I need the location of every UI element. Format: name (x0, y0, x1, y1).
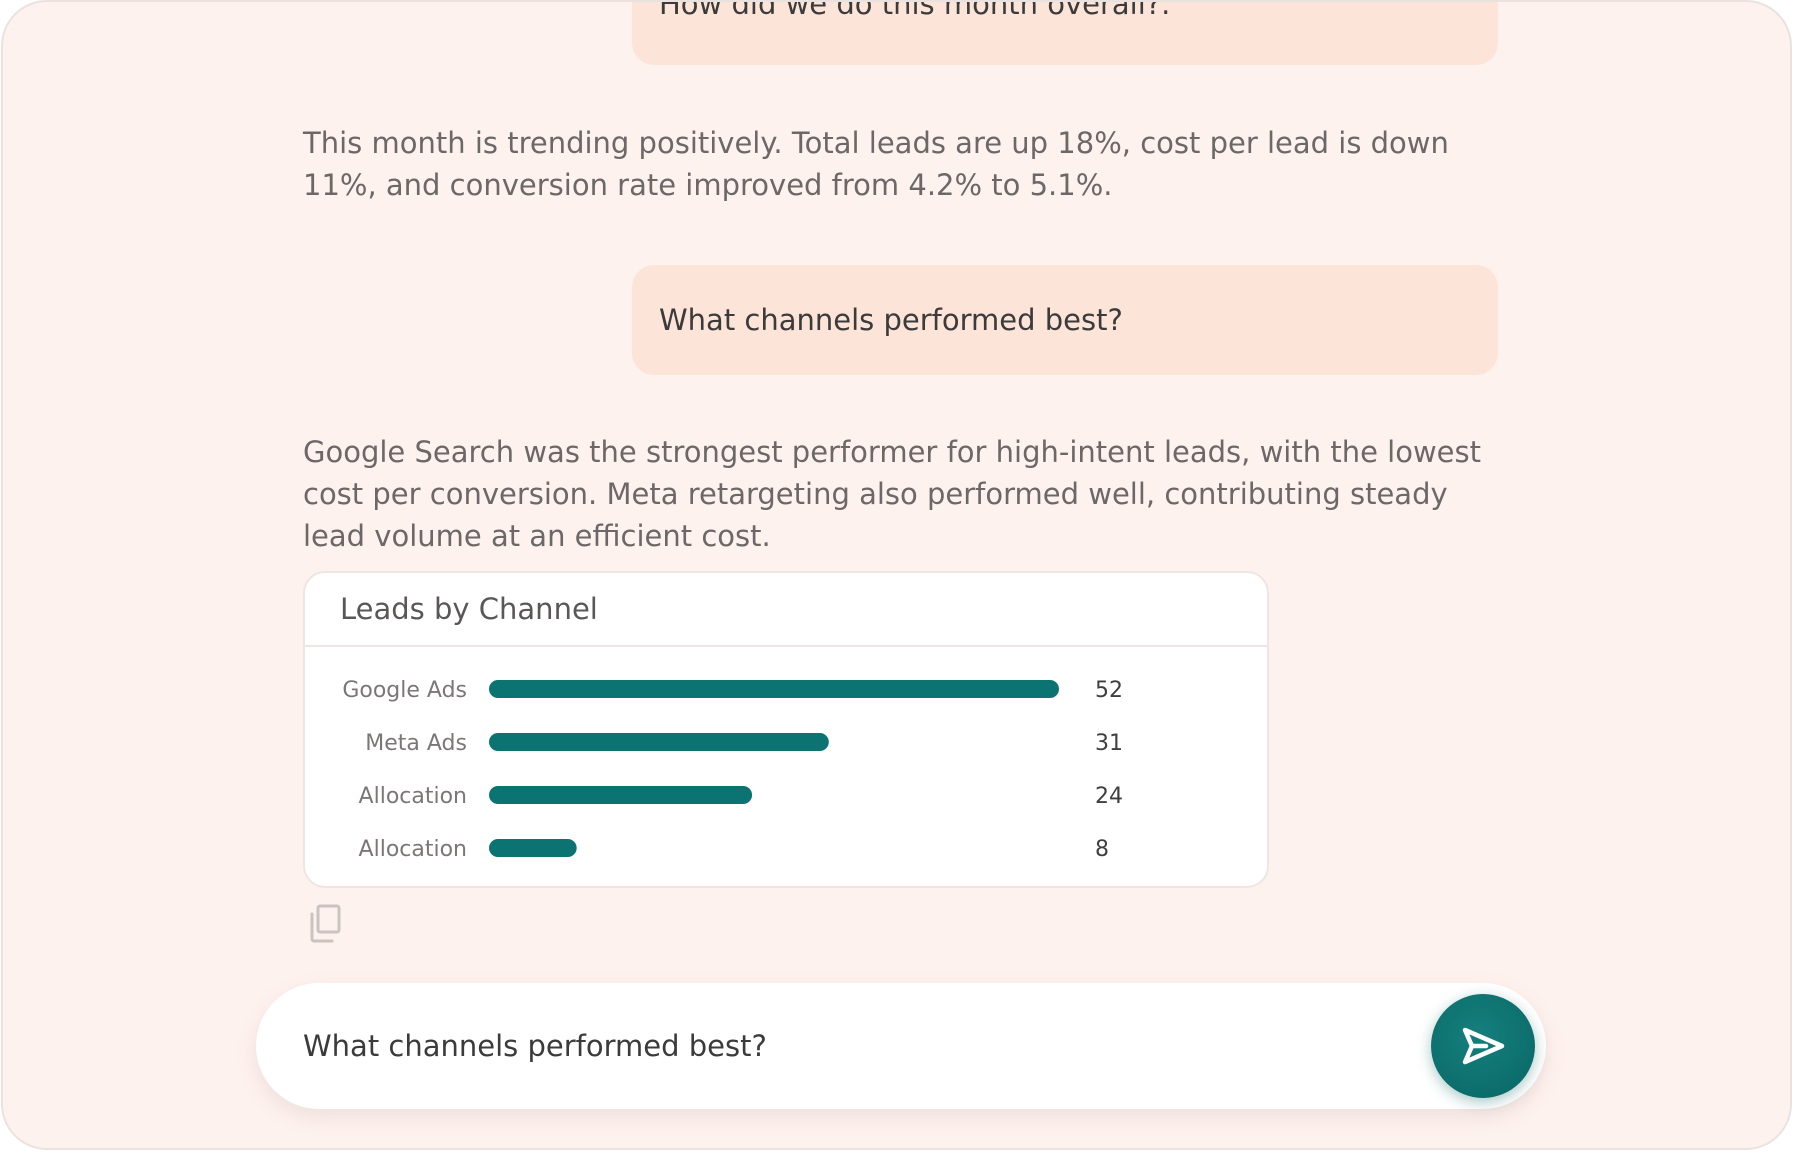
bar-label: Allocation (359, 784, 467, 809)
bar-label: Allocation (359, 837, 467, 862)
bar (489, 680, 1059, 698)
bar-value: 52 (1095, 678, 1123, 703)
send-button[interactable] (1431, 994, 1535, 1098)
user-message-bubble: What channels performed best? (632, 265, 1498, 375)
user-message-bubble: How did we do this month overall?. (632, 0, 1498, 65)
user-message-text: How did we do this month overall?. (659, 0, 1171, 21)
message-input[interactable] (303, 983, 1403, 1109)
bar (489, 733, 829, 751)
bar (489, 786, 753, 804)
assistant-message-text: This month is trending positively. Total… (303, 126, 1449, 202)
bar-label: Meta Ads (365, 731, 467, 756)
bar-value: 8 (1095, 837, 1109, 862)
message-composer (256, 983, 1546, 1109)
copy-icon[interactable] (308, 904, 342, 944)
bar-chart-canvas: Google Ads 52 Meta Ads 31 Allocation 24 Alloca… (342, 678, 1123, 862)
bar-value: 24 (1095, 784, 1123, 809)
user-message-text: What channels performed best? (659, 303, 1123, 337)
send-icon (1462, 1027, 1505, 1065)
bar (489, 839, 577, 857)
chart-title: Leads by Channel (305, 573, 1267, 647)
bar-value: 31 (1095, 731, 1123, 756)
bar-label: Google Ads (342, 678, 467, 703)
assistant-message-text: Google Search was the strongest performe… (303, 435, 1481, 553)
leads-by-channel-chart: Leads by Channel Google Ads 52 Meta Ads 31 A… (303, 571, 1269, 888)
